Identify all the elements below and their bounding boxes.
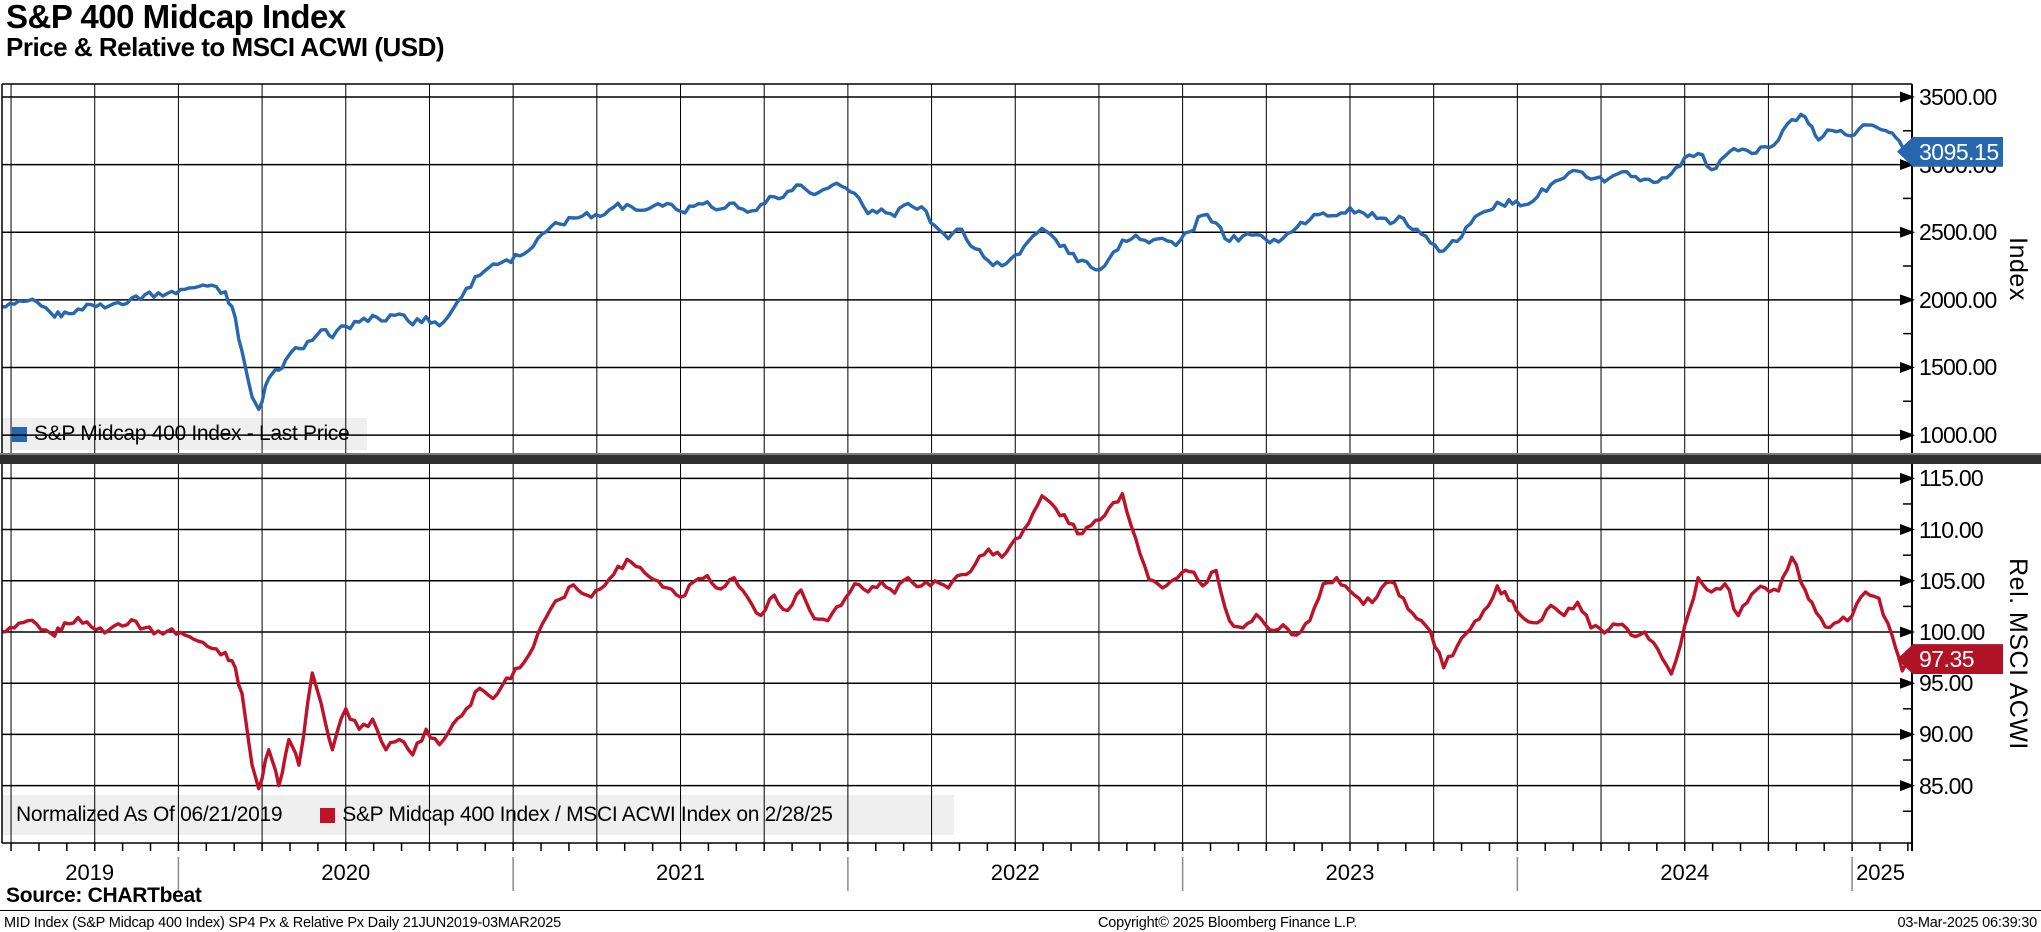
- status-bar: MID Index (S&P Midcap 400 Index) SP4 Px …: [0, 910, 2041, 932]
- chart-subtitle: Price & Relative to MSCI ACWI (USD): [6, 32, 445, 62]
- x-axis-year-label: 2020: [321, 860, 371, 885]
- y-tick-label: 105.00: [1919, 567, 1985, 594]
- x-axis-year-label: 2021: [656, 860, 705, 885]
- y-tick-label: 2000.00: [1919, 286, 1997, 313]
- price-series-label: S&P Midcap 400 Index - Last Price: [34, 422, 350, 445]
- relative-last-price-tag[interactable]: 97.35: [1897, 644, 2003, 675]
- y-axis-title-index: Index: [2004, 237, 2032, 301]
- y-tick-label: 95.00: [1919, 670, 1973, 697]
- y-tick-label: 115.00: [1919, 465, 1984, 492]
- y-tick-label: 100.00: [1919, 618, 1985, 645]
- chart-title: S&P 400 Midcap Index: [6, 0, 346, 35]
- relative-series-label: S&P Midcap 400 Index / MSCI ACWI Index o…: [342, 803, 833, 826]
- normalized-note: Normalized As Of 06/21/2019: [16, 803, 283, 826]
- x-axis-year-label: 2019: [65, 860, 115, 885]
- status-datetime: 03-Mar-2025 06:39:30: [1897, 915, 2038, 931]
- y-tick-label: 90.00: [1919, 721, 1973, 748]
- relative-legend[interactable]: Normalized As Of 06/21/2019 S&P Midcap 4…: [2, 795, 954, 835]
- relative-series-swatch-icon: [320, 807, 336, 823]
- x-axis-year-label: 2022: [990, 860, 1040, 885]
- status-description: MID Index (S&P Midcap 400 Index) SP4 Px …: [4, 915, 561, 931]
- source-label: Source: CHARTbeat: [6, 884, 202, 907]
- y-tick-label: 1000.00: [1919, 422, 1997, 449]
- x-axis-year-label: 2024: [1660, 860, 1710, 885]
- y-tick-label: 110.00: [1919, 516, 1984, 543]
- price-series-swatch-icon: [12, 426, 27, 442]
- y-tick-label: 1500.00: [1919, 354, 1997, 381]
- x-axis-year-label: 2025: [1856, 860, 1906, 885]
- x-axis-year-label: 2023: [1325, 860, 1375, 885]
- price-legend[interactable]: S&P Midcap 400 Index - Last Price: [2, 418, 367, 450]
- panel-divider[interactable]: [0, 453, 2041, 464]
- y-tick-label: 2500.00: [1919, 219, 1997, 246]
- last-price-tag[interactable]: 3095.15: [1897, 136, 2003, 167]
- status-copyright: Copyright© 2025 Bloomberg Finance L.P.: [1098, 915, 1358, 931]
- y-tick-label: 3500.00: [1919, 83, 1997, 110]
- y-axis-title-rel-msci-acwi: Rel. MSCI ACWI: [2004, 557, 2032, 750]
- y-tick-label: 85.00: [1919, 772, 1973, 799]
